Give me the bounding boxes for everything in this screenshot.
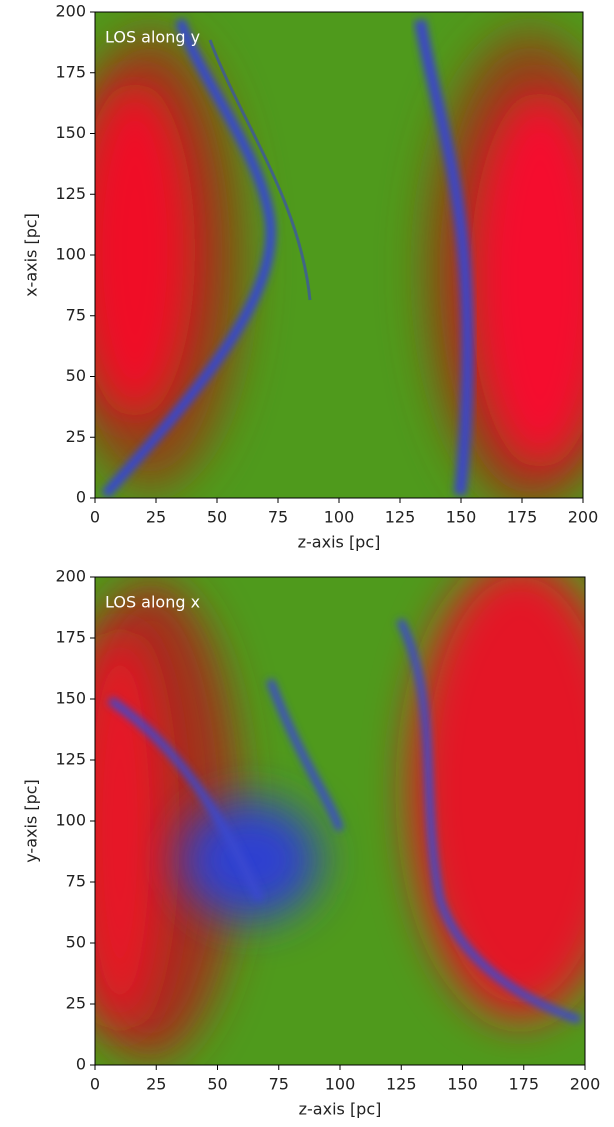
x-tick-label: 100 bbox=[324, 508, 355, 527]
y-tick-label: 0 bbox=[76, 488, 86, 507]
y-tick-label: 150 bbox=[55, 123, 86, 142]
x-tick-label: 75 bbox=[268, 508, 288, 527]
x-tick-label: 25 bbox=[146, 508, 166, 527]
image-texture bbox=[95, 577, 585, 1065]
annotation: LOS along x bbox=[105, 593, 200, 612]
x-tick-label: 125 bbox=[385, 508, 416, 527]
y-tick-label: 125 bbox=[55, 184, 86, 203]
y-tick-label: 100 bbox=[55, 245, 86, 264]
annotation: LOS along y bbox=[105, 28, 200, 47]
y-tick-label: 175 bbox=[55, 628, 86, 647]
x-tick-label: 100 bbox=[325, 1075, 356, 1094]
x-axis-label: z-axis [pc] bbox=[298, 533, 381, 552]
x-tick-label: 50 bbox=[207, 1075, 227, 1094]
y-tick-label: 125 bbox=[55, 750, 86, 769]
y-tick-label: 175 bbox=[55, 62, 86, 81]
y-tick-label: 0 bbox=[76, 1055, 86, 1074]
y-tick-label: 150 bbox=[55, 689, 86, 708]
x-tick-label: 75 bbox=[269, 1075, 289, 1094]
x-tick-label: 50 bbox=[207, 508, 227, 527]
y-tick-label: 75 bbox=[66, 872, 86, 891]
y-tick-label: 50 bbox=[66, 933, 86, 952]
y-axis-label: y-axis [pc] bbox=[22, 779, 41, 863]
x-tick-label: 25 bbox=[146, 1075, 166, 1094]
x-axis-label: z-axis [pc] bbox=[299, 1100, 382, 1119]
y-tick-label: 200 bbox=[55, 2, 86, 21]
x-tick-label: 125 bbox=[386, 1075, 417, 1094]
x-tick-label: 0 bbox=[90, 1075, 100, 1094]
y-tick-label: 50 bbox=[66, 366, 86, 385]
y-axis-label: x-axis [pc] bbox=[22, 213, 41, 297]
y-tick-label: 25 bbox=[66, 427, 86, 446]
x-tick-label: 175 bbox=[507, 508, 538, 527]
x-tick-label: 150 bbox=[447, 1075, 478, 1094]
y-tick-label: 25 bbox=[66, 994, 86, 1013]
image-texture bbox=[95, 12, 583, 498]
x-tick-label: 200 bbox=[568, 508, 599, 527]
x-tick-label: 0 bbox=[90, 508, 100, 527]
y-tick-label: 75 bbox=[66, 305, 86, 324]
x-tick-label: 200 bbox=[570, 1075, 601, 1094]
y-tick-label: 200 bbox=[55, 567, 86, 586]
x-tick-label: 175 bbox=[508, 1075, 539, 1094]
y-tick-label: 100 bbox=[55, 811, 86, 830]
x-tick-label: 150 bbox=[446, 508, 477, 527]
